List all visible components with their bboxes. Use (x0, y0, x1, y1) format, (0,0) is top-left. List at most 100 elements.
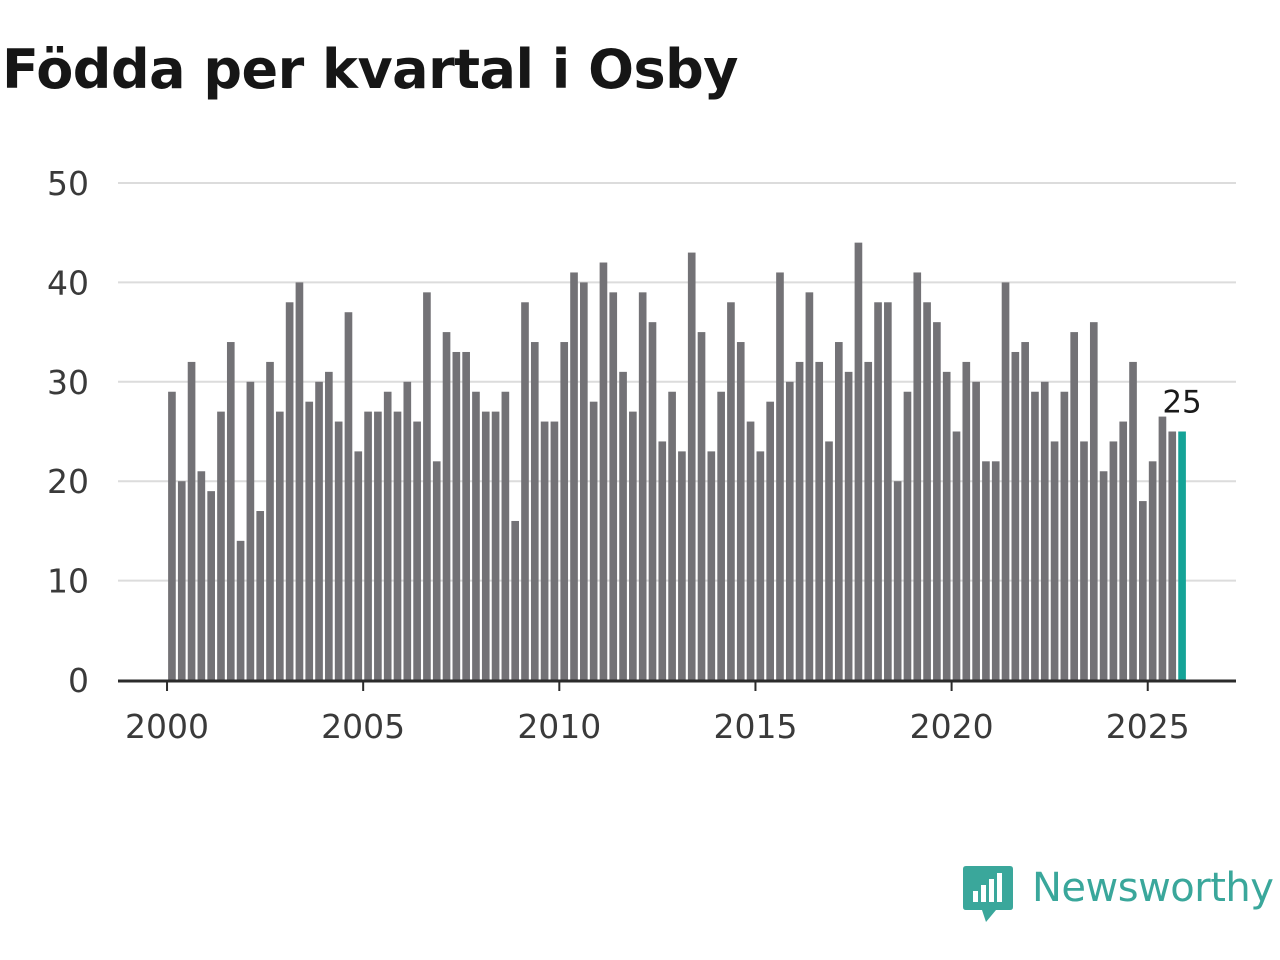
bar (374, 411, 382, 680)
x-tick-label: 2020 (910, 707, 994, 746)
bar (638, 292, 647, 680)
bar (697, 332, 706, 680)
bar (197, 471, 206, 680)
bar (1050, 441, 1059, 680)
y-tick-label: 50 (47, 164, 89, 203)
bar (285, 302, 294, 680)
bar (246, 381, 255, 680)
bar (1139, 501, 1147, 680)
bar (1148, 461, 1157, 680)
bar (511, 520, 520, 680)
bar (727, 302, 735, 680)
bar (619, 371, 627, 680)
bar (452, 351, 461, 680)
bar (982, 461, 990, 680)
bar (1080, 441, 1088, 680)
bar (834, 342, 843, 680)
bar (707, 451, 716, 680)
x-tick-label: 2010 (517, 707, 601, 746)
bar (236, 540, 245, 680)
bar (403, 381, 412, 680)
bar (776, 272, 784, 680)
gridlines (118, 182, 1236, 582)
brand: Newsworthy (962, 864, 1274, 926)
bar (207, 491, 215, 680)
annotations: 25 (1159, 382, 1204, 424)
x-tick-label: 2005 (321, 707, 405, 746)
bar (226, 342, 235, 680)
bar (942, 371, 951, 680)
bar (1040, 381, 1049, 680)
bar (540, 421, 549, 680)
bar (364, 411, 372, 680)
bar (393, 411, 402, 680)
bar (550, 421, 559, 680)
bar (795, 361, 804, 680)
bar (187, 361, 196, 680)
bar (344, 312, 353, 680)
bar (756, 451, 765, 680)
bar (472, 391, 480, 680)
bar (815, 361, 824, 680)
y-tick-label: 0 (68, 661, 89, 700)
bar (1119, 421, 1128, 680)
brand-name: Newsworthy (1032, 865, 1274, 911)
bar (629, 411, 637, 680)
y-axis-tick-labels: 0 10 20 30 40 50 (47, 164, 89, 700)
bar (1129, 361, 1137, 680)
bar (854, 242, 863, 680)
bar (413, 421, 421, 680)
bar (805, 292, 814, 680)
bar (521, 302, 529, 680)
bar (432, 461, 441, 680)
bar (952, 431, 961, 680)
bar (874, 302, 882, 680)
bar (933, 322, 941, 680)
bar (1070, 332, 1079, 680)
y-tick-label: 40 (47, 263, 89, 302)
bar (423, 292, 431, 680)
bar (1060, 391, 1069, 680)
bar (334, 421, 343, 680)
x-axis-tick-labels: 2000 2005 2010 2015 2020 2025 (125, 681, 1190, 746)
bar (962, 361, 971, 680)
chart-title: Födda per kvartal i Osby (2, 38, 739, 101)
bar (1089, 322, 1098, 680)
bar (325, 371, 333, 680)
bar (295, 282, 304, 680)
bar (844, 371, 853, 680)
bar (913, 272, 922, 680)
bar-highlight (1178, 431, 1186, 680)
bar (668, 391, 676, 680)
bar (609, 292, 618, 680)
y-tick-label: 10 (47, 562, 89, 601)
bar (766, 401, 774, 680)
bar (315, 381, 323, 680)
bar (275, 411, 284, 680)
bar (785, 381, 794, 680)
bar (305, 401, 314, 680)
bar (884, 302, 892, 680)
bar (501, 391, 510, 680)
bar (580, 282, 588, 680)
bar (1168, 431, 1177, 680)
bar (717, 391, 725, 680)
bar (217, 411, 225, 680)
bar (354, 451, 363, 680)
bar (560, 342, 569, 680)
bar (1011, 351, 1020, 680)
bar (168, 391, 176, 680)
bar (256, 511, 265, 680)
bar (383, 391, 392, 680)
bar (687, 252, 696, 680)
bar (736, 342, 745, 680)
bar (1099, 471, 1108, 680)
bar (491, 411, 500, 680)
bar (599, 262, 608, 680)
y-tick-label: 30 (47, 363, 89, 402)
bar (923, 302, 931, 680)
bar (570, 272, 578, 680)
x-tick-label: 2025 (1106, 707, 1190, 746)
bar (462, 351, 470, 680)
